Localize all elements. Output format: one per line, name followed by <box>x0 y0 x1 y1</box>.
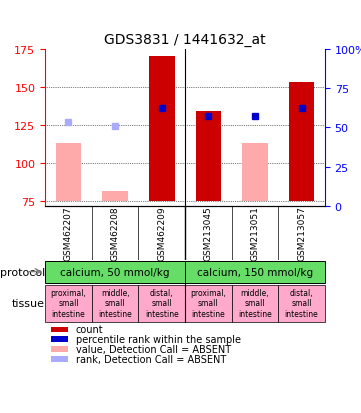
Bar <box>289 83 314 202</box>
Text: calcium, 150 mmol/kg: calcium, 150 mmol/kg <box>197 267 313 277</box>
FancyBboxPatch shape <box>45 285 92 322</box>
Text: GSM462209: GSM462209 <box>157 206 166 261</box>
Text: middle,
small
intestine: middle, small intestine <box>98 288 132 318</box>
FancyBboxPatch shape <box>185 261 325 283</box>
Bar <box>51 327 68 332</box>
Text: GSM213051: GSM213051 <box>251 206 260 261</box>
Title: GDS3831 / 1441632_at: GDS3831 / 1441632_at <box>104 33 266 47</box>
FancyBboxPatch shape <box>45 261 185 283</box>
FancyBboxPatch shape <box>232 285 278 322</box>
Bar <box>196 112 221 202</box>
Bar <box>102 191 128 202</box>
Text: count: count <box>76 325 104 335</box>
Text: distal,
small
intestine: distal, small intestine <box>285 288 318 318</box>
Text: GSM213045: GSM213045 <box>204 206 213 261</box>
Bar <box>56 144 81 202</box>
Text: proximal,
small
intestine: proximal, small intestine <box>51 288 86 318</box>
Text: value, Detection Call = ABSENT: value, Detection Call = ABSENT <box>76 344 231 354</box>
Text: rank, Detection Call = ABSENT: rank, Detection Call = ABSENT <box>76 354 226 364</box>
Bar <box>242 144 268 202</box>
Bar <box>149 57 174 202</box>
FancyBboxPatch shape <box>92 285 138 322</box>
FancyBboxPatch shape <box>278 285 325 322</box>
Text: percentile rank within the sample: percentile rank within the sample <box>76 335 241 344</box>
FancyBboxPatch shape <box>138 285 185 322</box>
Text: proximal,
small
intestine: proximal, small intestine <box>190 288 226 318</box>
FancyBboxPatch shape <box>185 285 232 322</box>
Text: GSM462208: GSM462208 <box>110 206 119 261</box>
Text: tissue: tissue <box>12 298 45 308</box>
Text: distal,
small
intestine: distal, small intestine <box>145 288 179 318</box>
Text: protocol: protocol <box>0 267 45 277</box>
Bar <box>51 356 68 362</box>
Text: GSM213057: GSM213057 <box>297 206 306 261</box>
Text: GSM462207: GSM462207 <box>64 206 73 261</box>
Bar <box>51 347 68 352</box>
Text: calcium, 50 mmol/kg: calcium, 50 mmol/kg <box>60 267 170 277</box>
Text: middle,
small
intestine: middle, small intestine <box>238 288 272 318</box>
Bar <box>51 337 68 342</box>
